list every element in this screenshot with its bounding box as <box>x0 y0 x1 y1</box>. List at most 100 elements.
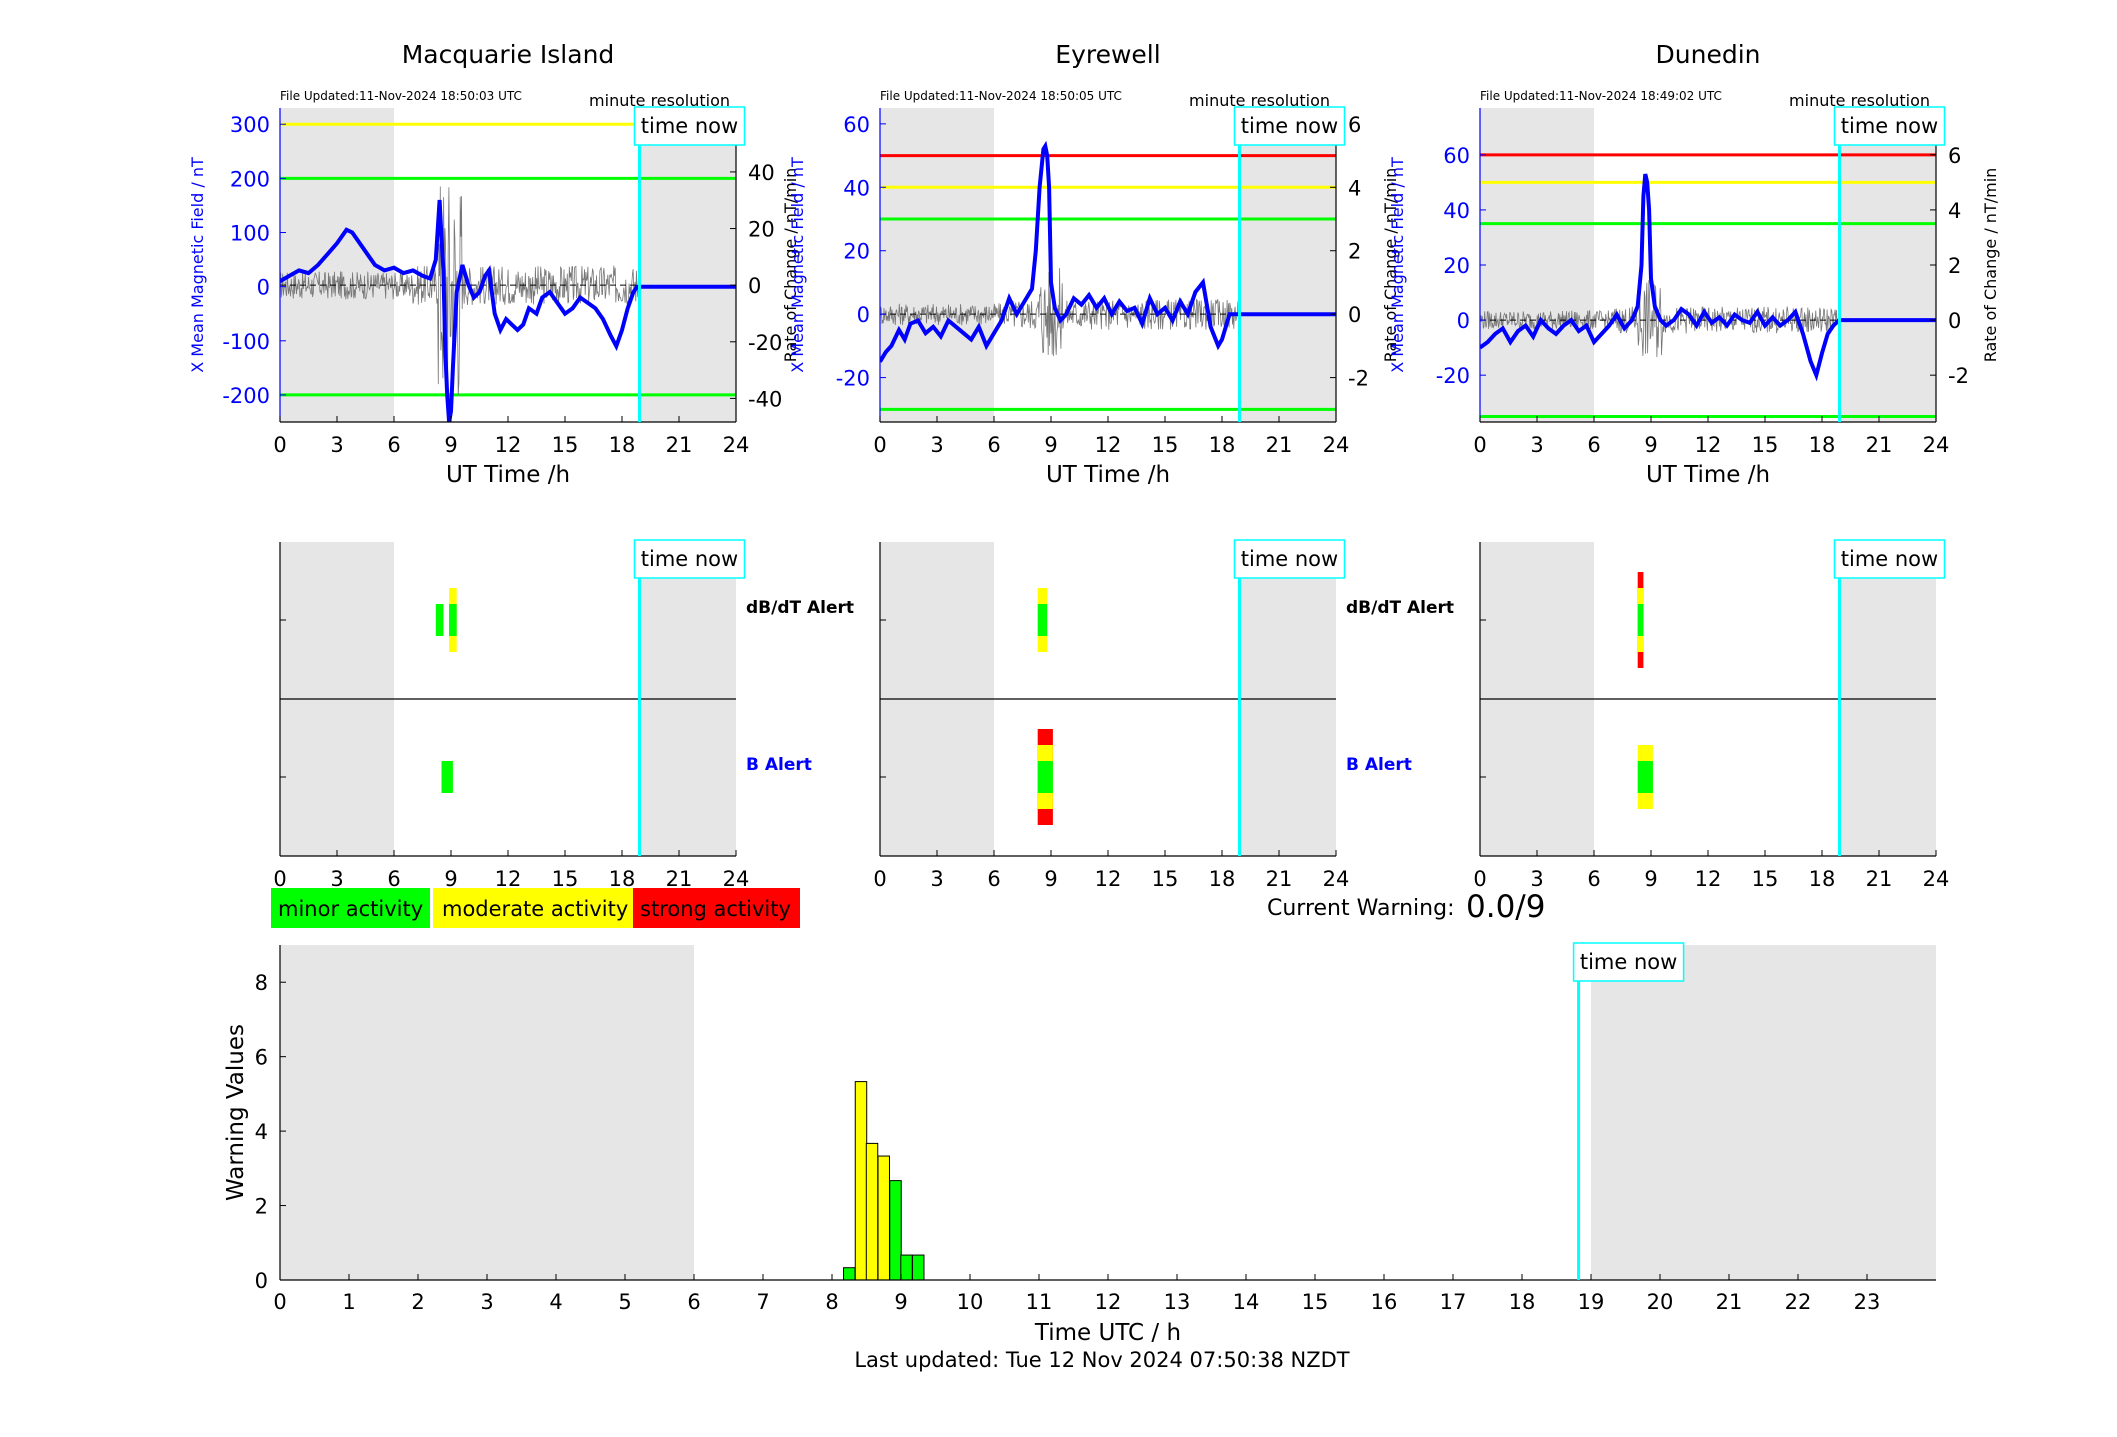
night-shading <box>280 945 694 1280</box>
x-tick-label: 3 <box>1530 867 1543 891</box>
y-left-tick-label: 0 <box>257 276 270 300</box>
current-warning-value: 0.0/9 <box>1466 889 1545 925</box>
x-tick-label: 24 <box>1323 867 1350 891</box>
current-warning-label: Current Warning: <box>1267 896 1454 921</box>
x-tick-label: 18 <box>1209 433 1236 457</box>
b-alert-label: B Alert <box>746 755 812 775</box>
time-now-label: time now <box>641 547 738 571</box>
legend-strong-label: strong activity <box>640 897 791 921</box>
x-tick-label: 23 <box>1854 1290 1881 1314</box>
x-tick-label: 0 <box>1473 867 1486 891</box>
x-tick-label: 17 <box>1440 1290 1467 1314</box>
dbdt-alert-label: dB/dT Alert <box>746 598 854 618</box>
night-shading <box>880 108 994 422</box>
y-right-tick-label: 40 <box>748 161 775 185</box>
y-right-tick-label: -20 <box>748 331 782 355</box>
x-tick-label: 0 <box>273 867 286 891</box>
time-now-label: time now <box>1841 114 1938 138</box>
legend-moderate-label: moderate activity <box>442 897 628 921</box>
x-tick-label: 0 <box>1473 433 1486 457</box>
time-now-box <box>1833 539 1946 579</box>
x-tick-label: 6 <box>987 433 1000 457</box>
x-tick-label: 3 <box>930 867 943 891</box>
x-tick-label: 7 <box>756 1290 769 1314</box>
x-tick-label: 0 <box>273 1290 286 1314</box>
alert-panels: time now 0 3 6 9 12 15 18 21 24 dB/dT Alert B Alert… <box>273 539 1950 891</box>
x-tick-label: 11 <box>1026 1290 1053 1314</box>
y-tick-label: 8 <box>255 971 268 995</box>
x-tick-label: 12 <box>1095 867 1122 891</box>
magnetic-field-line <box>880 140 1336 363</box>
x-tick-label: 0 <box>273 433 286 457</box>
station-panel-macquarie-island: Macquarie Island File Updated:11-Nov-2024… <box>188 40 800 488</box>
x-tick-label: 3 <box>480 1290 493 1314</box>
x-tick-label: 3 <box>930 433 943 457</box>
station-panel-dunedin: Dunedin File Updated:11-Nov-2024 18:49:02… <box>1388 40 2000 488</box>
x-tick-label: 5 <box>618 1290 631 1314</box>
legend-minor-label: minor activity <box>278 897 423 921</box>
time-now-box <box>633 539 746 579</box>
alert-panel-macquarie-island: time now 0 3 6 9 12 15 18 21 24 dB/dT Alert B Alert <box>273 539 854 891</box>
x-tick-label: 18 <box>609 433 636 457</box>
y-left-axis-label: X Mean Magnetic Field / nT <box>1388 157 1407 373</box>
x-tick-label: 18 <box>609 867 636 891</box>
time-now-box <box>1233 539 1346 579</box>
night-shading <box>639 108 736 422</box>
x-tick-label: 24 <box>723 867 750 891</box>
y-left-axis-label: X Mean Magnetic Field / nT <box>788 157 807 373</box>
x-tick-label: 20 <box>1647 1290 1674 1314</box>
x-tick-label: 9 <box>1044 867 1057 891</box>
x-tick-label: 21 <box>1866 433 1893 457</box>
y-left-tick-label: 60 <box>843 113 870 137</box>
y-right-tick-label: 0 <box>1948 309 1961 333</box>
y-right-axis-label: Rate of Change / nT/min <box>1981 168 2000 363</box>
alert-bar-minor <box>1637 604 1644 636</box>
warning-bar <box>877 1155 890 1281</box>
time-now-label: time now <box>1241 114 1338 138</box>
x-tick-label: 9 <box>1644 433 1657 457</box>
x-tick-label: 21 <box>1716 1290 1743 1314</box>
dbdt-alert-label: dB/dT Alert <box>1346 598 1454 618</box>
y-left-tick-label: 20 <box>843 240 870 264</box>
legend-minor-swatch <box>271 888 430 928</box>
x-tick-label: 24 <box>1923 867 1950 891</box>
y-left-tick-label: -200 <box>222 384 270 408</box>
station-title: Macquarie Island <box>402 40 615 69</box>
warning-bar <box>889 1180 902 1281</box>
legend-strong-swatch <box>633 888 800 928</box>
x-tick-label: 15 <box>1302 1290 1329 1314</box>
y-left-tick-label: 0 <box>1457 309 1470 333</box>
x-tick-label: 24 <box>1923 433 1950 457</box>
x-tick-label: 3 <box>1530 433 1543 457</box>
time-now-box <box>1572 942 1685 982</box>
y-left-tick-label: -100 <box>222 330 270 354</box>
x-tick-label: 6 <box>387 867 400 891</box>
station-title: Dunedin <box>1656 40 1761 69</box>
x-tick-label: 16 <box>1371 1290 1398 1314</box>
x-tick-label: 12 <box>1095 433 1122 457</box>
x-axis-label: Time UTC / h <box>1034 1320 1181 1346</box>
y-tick-label: 0 <box>255 1269 268 1293</box>
y-right-axis-label: Rate of Change / nT/min <box>1381 168 1400 363</box>
alert-bar-minor <box>449 604 457 636</box>
time-now-box <box>1233 106 1346 146</box>
warning-bar <box>854 1081 868 1281</box>
night-shading <box>1239 108 1336 422</box>
alert-bar-minor <box>441 761 453 793</box>
y-left-tick-label: -20 <box>836 367 870 391</box>
y-right-tick-label: 0 <box>748 274 761 298</box>
x-tick-label: 15 <box>1152 433 1179 457</box>
resolution-label: minute resolution <box>589 91 730 110</box>
warning-bar <box>843 1267 856 1281</box>
x-tick-label: 1 <box>342 1290 355 1314</box>
file-updated: File Updated:11-Nov-2024 18:50:05 UTC <box>880 89 1122 103</box>
y-right-tick-label: 4 <box>1948 199 1961 223</box>
y-right-tick-label: 20 <box>748 218 775 242</box>
x-tick-label: 3 <box>330 867 343 891</box>
x-tick-label: 21 <box>1266 433 1293 457</box>
x-tick-label: 24 <box>723 433 750 457</box>
b-alert-label: B Alert <box>1346 755 1412 775</box>
x-axis-label: UT Time /h <box>1646 462 1770 488</box>
field-panels: Macquarie Island File Updated:11-Nov-2024… <box>188 40 2000 488</box>
